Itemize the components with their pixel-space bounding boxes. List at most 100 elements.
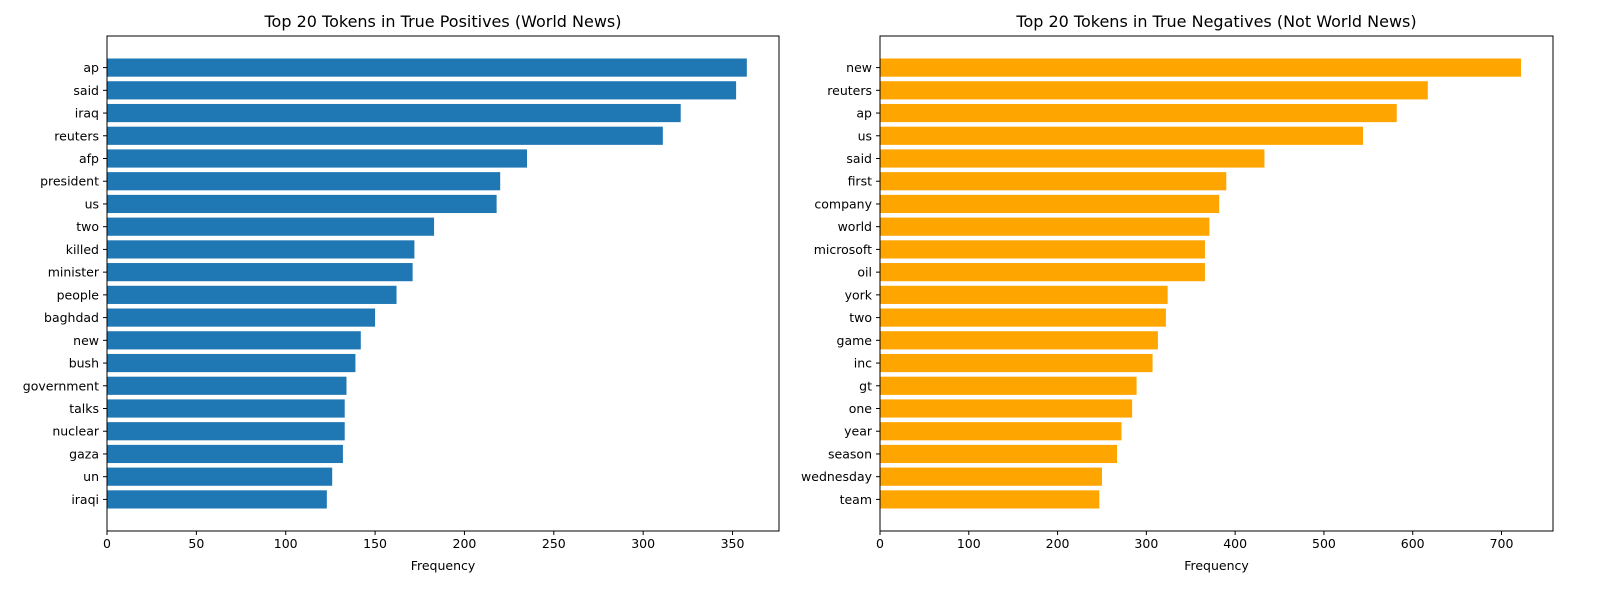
- tp-bar-said: [107, 81, 737, 100]
- tp-xtick-label: 350: [721, 536, 745, 551]
- tp-xtick-label: 200: [453, 536, 477, 551]
- tp-chart-title: Top 20 Tokens in True Positives (World N…: [264, 12, 622, 31]
- tn-bar-inc: [880, 353, 1153, 373]
- tp-ytick-label: iraq: [75, 106, 99, 121]
- tn-bar-year: [880, 422, 1122, 441]
- tn-xtick-label: 500: [1312, 536, 1336, 551]
- tn-xtick-label: 400: [1223, 536, 1247, 551]
- chart-true-positives: ap said iraq reuters afp president us two killed…: [23, 12, 780, 573]
- tp-ytick-label: said: [73, 83, 99, 98]
- tp-bar-minister: [107, 263, 413, 282]
- tp-ytick-label: people: [57, 287, 100, 302]
- tn-ytick-label: season: [828, 446, 872, 461]
- tp-bar-iraq: [107, 103, 681, 123]
- tp-x-axis-label: Frequency: [411, 558, 476, 573]
- tn-ytick-label: oil: [857, 265, 872, 280]
- tn-xtick-label: 600: [1401, 536, 1425, 551]
- tn-bar-game: [880, 331, 1158, 350]
- tp-bar-government: [107, 376, 347, 395]
- tn-bar-new: [880, 58, 1522, 77]
- tp-bar-gaza: [107, 444, 343, 464]
- tp-ytick-label: afp: [79, 151, 99, 166]
- tp-ytick-label: killed: [66, 242, 99, 257]
- tn-xtick-label: 200: [1046, 536, 1070, 551]
- tn-ytick-label: team: [840, 492, 872, 507]
- tn-ytick-label: gt: [859, 378, 872, 393]
- tn-bar-microsoft: [880, 240, 1205, 259]
- tp-bar-talks: [107, 399, 345, 418]
- tn-bar-gt: [880, 376, 1137, 395]
- tp-bar-bush: [107, 353, 356, 373]
- tn-bar-first: [880, 172, 1227, 191]
- tn-bar-york: [880, 285, 1168, 304]
- tn-xtick-label: 0: [876, 536, 884, 551]
- tp-ytick-label: gaza: [69, 446, 99, 461]
- tp-ytick-label: us: [85, 196, 99, 211]
- tp-bar-two: [107, 217, 435, 236]
- tn-bar-ap: [880, 103, 1397, 123]
- tn-ytick-label: two: [849, 310, 872, 325]
- tn-bar-world: [880, 217, 1210, 236]
- tp-axes-frame: [106, 35, 780, 532]
- tn-ytick-label: new: [846, 60, 872, 75]
- tp-bar-baghdad: [107, 308, 376, 327]
- tp-bar-iraqi: [107, 490, 327, 509]
- tp-ytick-label: nuclear: [52, 424, 100, 439]
- tp-xtick-label: 100: [274, 536, 298, 551]
- tn-bar-season: [880, 444, 1118, 464]
- tp-bar-nuclear: [107, 422, 345, 441]
- tn-bar-two: [880, 308, 1166, 327]
- tp-bar-un: [107, 467, 333, 486]
- tn-ytick-label: us: [858, 128, 872, 143]
- tn-ytick-label: york: [845, 287, 873, 302]
- tn-chart-title: Top 20 Tokens in True Negatives (Not Wor…: [1015, 12, 1416, 31]
- tp-ytick-label: ap: [83, 60, 99, 75]
- tn-ytick-label: world: [838, 219, 872, 234]
- tn-xtick-label: 300: [1134, 536, 1158, 551]
- tp-xtick-label: 150: [363, 536, 387, 551]
- tp-bar-ap: [107, 58, 747, 77]
- tn-ytick-label: ap: [856, 106, 872, 121]
- tn-xtick-label: 700: [1490, 536, 1514, 551]
- tn-x-axis-label: Frequency: [1184, 558, 1249, 573]
- tp-xtick-label: 300: [631, 536, 655, 551]
- tp-ytick-label: un: [83, 469, 99, 484]
- tp-bar-new: [107, 331, 361, 350]
- tn-ytick-label: first: [848, 174, 873, 189]
- tp-bar-killed: [107, 240, 415, 259]
- tp-ytick-label: government: [23, 378, 99, 393]
- tn-ytick-label: year: [844, 424, 873, 439]
- tp-xtick-label: 50: [188, 536, 204, 551]
- tn-ytick-label: inc: [854, 356, 872, 371]
- tn-bar-reuters: [880, 81, 1428, 100]
- tn-ytick-label: wednesday: [801, 469, 873, 484]
- tn-ytick-label: one: [849, 401, 873, 416]
- tp-ytick-label: minister: [48, 265, 100, 280]
- tn-ytick-label: said: [846, 151, 872, 166]
- tn-ytick-label: company: [814, 196, 872, 211]
- tp-ytick-label: iraqi: [71, 492, 99, 507]
- tn-ytick-label: reuters: [827, 83, 872, 98]
- tp-xtick-label: 250: [542, 536, 566, 551]
- tn-bar-company: [880, 194, 1220, 214]
- tp-bar-us: [107, 194, 497, 214]
- tp-bar-people: [107, 285, 397, 304]
- tn-ytick-label: game: [837, 333, 873, 348]
- tn-axes-frame: [879, 35, 1554, 532]
- tp-xtick-label: 0: [103, 536, 111, 551]
- tp-ytick-label: reuters: [54, 128, 99, 143]
- tp-ytick-label: talks: [69, 401, 99, 416]
- tp-ytick-label: baghdad: [44, 310, 99, 325]
- tp-bar-afp: [107, 149, 527, 168]
- tp-ytick-label: president: [40, 174, 99, 189]
- tp-ytick-label: new: [73, 333, 99, 348]
- tp-ytick-label: two: [76, 219, 99, 234]
- tn-bar-team: [880, 490, 1100, 509]
- tn-xtick-label: 100: [957, 536, 981, 551]
- tn-bar-us: [880, 126, 1363, 145]
- tn-bar-wednesday: [880, 467, 1102, 486]
- tn-bar-one: [880, 399, 1133, 418]
- tn-bar-said: [880, 149, 1265, 168]
- tp-bar-reuters: [107, 126, 663, 145]
